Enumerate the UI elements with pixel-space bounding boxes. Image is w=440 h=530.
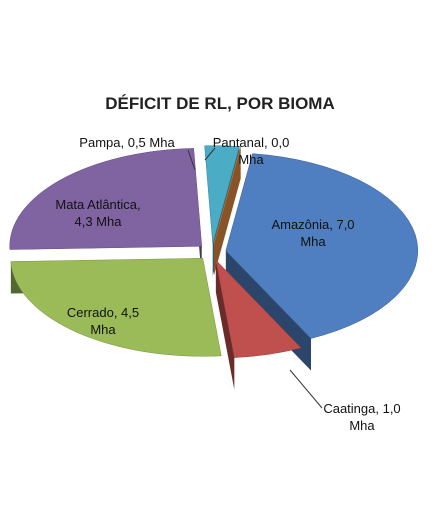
leader-line: [289, 369, 323, 409]
data-label: Mata Atlântica, 4,3 Mha: [55, 197, 141, 229]
slice: [215, 259, 302, 358]
data-label: Caatinga, 1,0 Mha: [323, 401, 401, 433]
chart-title: DÉFICIT DE RL, POR BIOMA: [105, 94, 335, 113]
slice: [204, 145, 240, 244]
slice: [10, 258, 222, 357]
slice: [225, 153, 419, 339]
leader-line: [187, 149, 196, 171]
slice-side: [213, 146, 241, 276]
data-label: Cerrado, 4,5 Mha: [66, 305, 140, 337]
data-label: Pampa, 0,5 Mha: [79, 135, 175, 150]
data-label: Pantanal, 0,0 Mha: [212, 135, 290, 167]
leader-line: [204, 147, 216, 161]
data-label: Amazônia, 7,0 Mha: [271, 217, 355, 249]
slice: [9, 148, 203, 250]
